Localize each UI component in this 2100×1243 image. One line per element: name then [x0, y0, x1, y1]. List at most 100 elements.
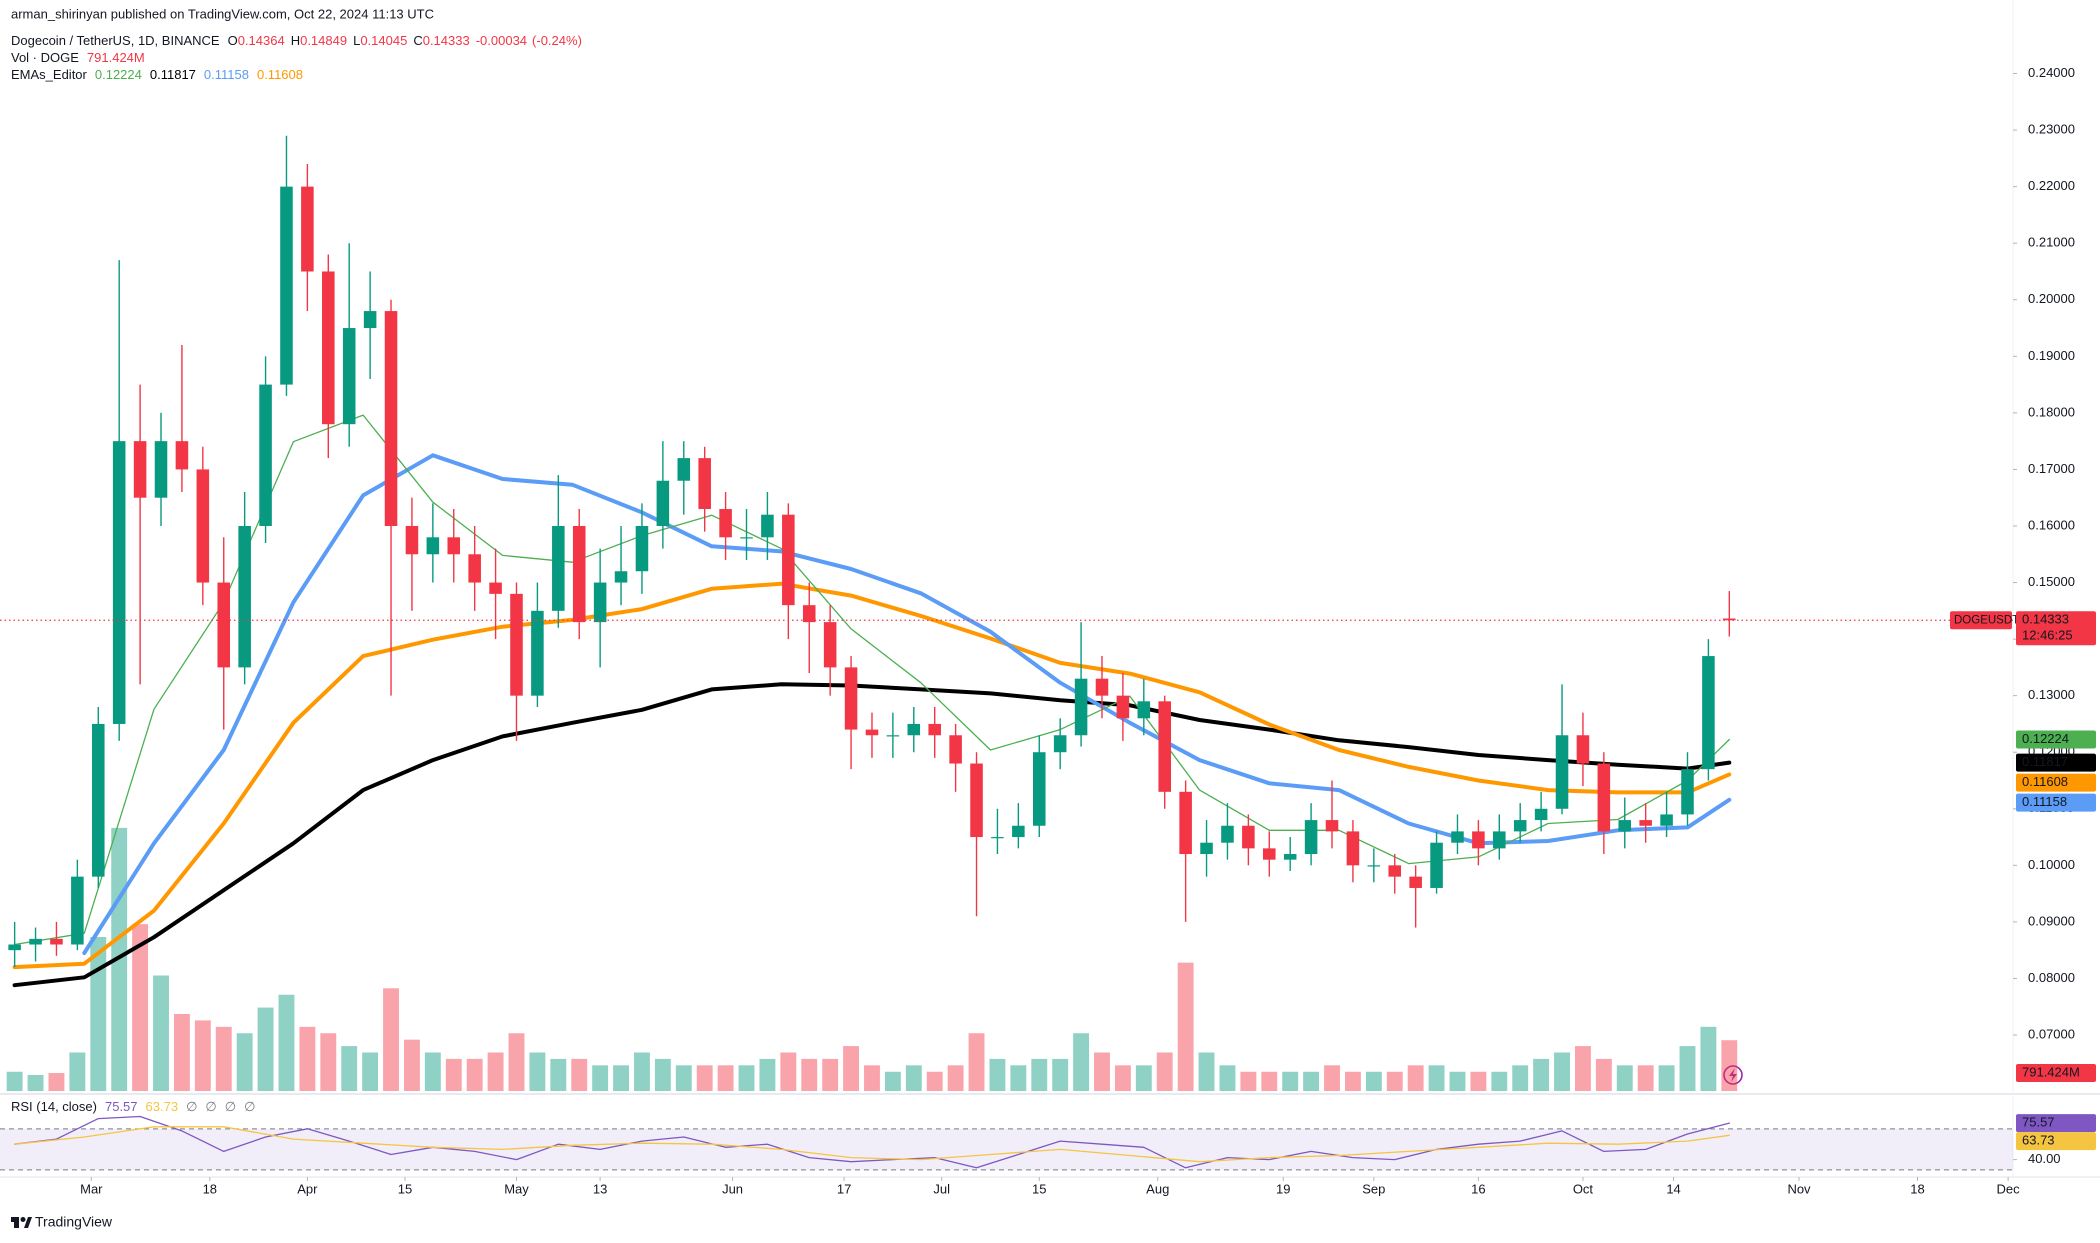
- volume-bar: [341, 1046, 358, 1091]
- candle-body: [342, 328, 356, 425]
- x-tick-label: 16: [1471, 1181, 1485, 1196]
- volume-bar: [1449, 1071, 1466, 1091]
- volume-bar: [1073, 1033, 1090, 1091]
- x-tick-label: Oct: [1573, 1181, 1594, 1196]
- candle-body: [405, 525, 419, 555]
- symbol-tag: DOGEUSDT: [1954, 614, 2019, 626]
- volume-bar: [90, 936, 107, 1091]
- volume-bar: [69, 1052, 86, 1091]
- published-note: arman_shirinyan published on TradingView…: [11, 6, 434, 21]
- x-tick-label: Nov: [1787, 1181, 1811, 1196]
- candle-body: [1158, 701, 1171, 792]
- volume-bar: [1658, 1065, 1675, 1091]
- change-percent: (-0.24%): [532, 33, 582, 48]
- volume-bar: [1595, 1058, 1612, 1091]
- volume-bar: [1491, 1071, 1508, 1091]
- candle-body: [468, 554, 481, 583]
- candle-body: [552, 525, 565, 611]
- candle-body: [698, 458, 711, 510]
- candle-body: [1597, 763, 1611, 832]
- volume-bar: [1616, 1065, 1633, 1091]
- ema-tag: 0.11158: [2022, 794, 2067, 809]
- candle-body: [8, 944, 21, 951]
- candle-body: [719, 509, 732, 538]
- volume-bar: [1574, 1046, 1591, 1091]
- y-tick-label: 0.16000: [2028, 517, 2075, 532]
- candle-body: [426, 537, 440, 555]
- volume-bar: [1470, 1071, 1487, 1091]
- x-tick-label: Aug: [1146, 1181, 1169, 1196]
- volume-bar: [320, 1033, 337, 1091]
- symbol-tag-box: [1950, 611, 2012, 630]
- ema-value: 0.11158: [204, 67, 249, 82]
- candle-body: [322, 271, 335, 425]
- candle-body: [112, 441, 126, 724]
- volume-title: Vol · DOGE: [11, 50, 79, 65]
- candle-body: [1116, 695, 1130, 719]
- volume-bar: [132, 924, 149, 1091]
- candle-body: [1179, 791, 1192, 855]
- x-tick-label: 17: [837, 1181, 851, 1196]
- logo-part: [20, 1217, 26, 1222]
- y-tick-label: 0.15000: [2028, 574, 2075, 589]
- volume-bar: [1533, 1058, 1550, 1091]
- candle-body: [1681, 769, 1694, 815]
- x-tick-label: Mar: [80, 1181, 103, 1196]
- volume-bar: [278, 994, 295, 1091]
- ohlc-value: 0.14364: [238, 33, 285, 48]
- volume-bar: [48, 1073, 65, 1091]
- icon-bolt[interactable]: [1729, 1068, 1737, 1082]
- volume-bar: [1010, 1065, 1027, 1091]
- candle-body: [363, 311, 377, 329]
- candle-body: [970, 763, 983, 838]
- volume-value: 791.424M: [87, 50, 145, 65]
- candle-body: [1012, 825, 1025, 838]
- volume-bar: [717, 1065, 734, 1091]
- volume-bar: [6, 1071, 23, 1091]
- candle-body: [71, 876, 84, 945]
- ohlc-label: H: [291, 33, 300, 48]
- y-tick-label: 0.19000: [2028, 348, 2075, 363]
- volume-bar: [1261, 1071, 1278, 1091]
- candle-body: [949, 735, 962, 764]
- volume-tag-box: [2016, 1064, 2096, 1082]
- y-tick-label: 0.23000: [2028, 122, 2075, 137]
- rsi-na: ∅: [225, 1099, 236, 1114]
- x-tick-label: Jul: [933, 1181, 950, 1196]
- volume-bar: [989, 1058, 1006, 1091]
- x-tick-label: 19: [1276, 1181, 1290, 1196]
- candle-body: [154, 441, 168, 498]
- candle-body: [301, 186, 314, 272]
- y-tick-label: 0.08000: [2028, 970, 2075, 985]
- volume-bar: [508, 1033, 525, 1091]
- replay-icon[interactable]: [1723, 1065, 1743, 1085]
- rsi-na: ∅: [186, 1099, 197, 1114]
- ohlc-value: 0.14333: [423, 33, 470, 48]
- indicator-title: EMAs_Editor: [11, 67, 88, 82]
- volume-layer: [0, 827, 2013, 1171]
- candle-body: [1555, 735, 1569, 809]
- volume-bar: [759, 1058, 776, 1091]
- candle-body: [196, 469, 210, 583]
- rsi-y-tick-label: 40.00: [2028, 1151, 2061, 1166]
- candle-body: [886, 735, 900, 737]
- volume-bar: [1679, 1046, 1696, 1091]
- rsi-line: [13, 1115, 1730, 1169]
- volume-tag: 791.424M: [2022, 1064, 2080, 1079]
- x-tick-label: 15: [398, 1181, 412, 1196]
- rsi-na: ∅: [244, 1099, 255, 1114]
- candle-body: [510, 593, 523, 696]
- x-tick-label: 18: [1910, 1181, 1924, 1196]
- ohlc-label: O: [228, 33, 238, 48]
- volume-bar: [550, 1058, 567, 1091]
- ema-value: 0.11608: [257, 67, 303, 82]
- candle-body: [175, 441, 189, 470]
- volume-bar: [1303, 1071, 1320, 1091]
- candle-body: [280, 186, 293, 385]
- ema-legend: EMAs_Editor 0.12224 0.11817 0.11158 0.11608: [11, 67, 303, 82]
- volume-bar: [947, 1065, 964, 1091]
- candle-body: [1493, 831, 1506, 849]
- volume-bar: [1344, 1071, 1361, 1091]
